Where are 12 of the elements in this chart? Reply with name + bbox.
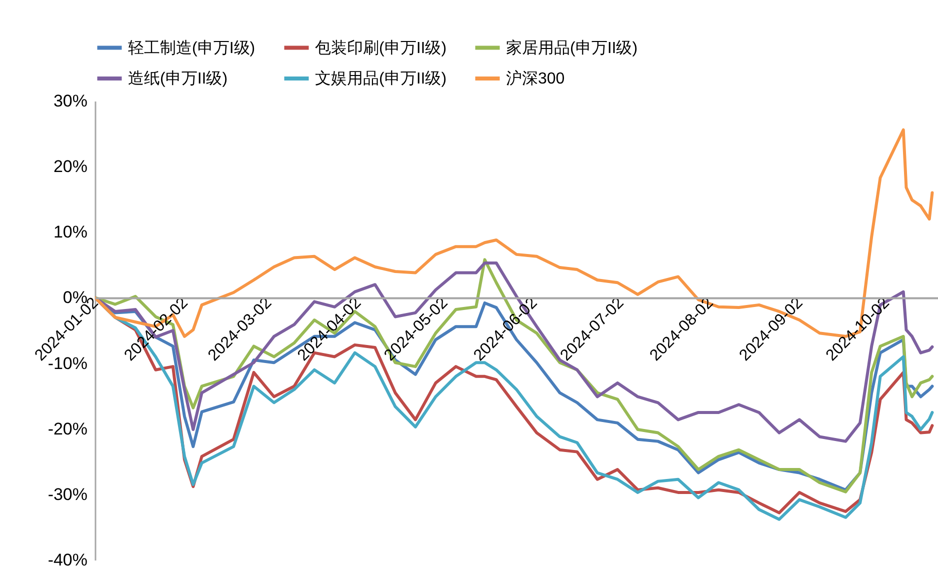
legend-label: 造纸(申万II级) [128, 70, 228, 88]
legend-label: 沪深300 [506, 70, 565, 88]
y-tick-label: 30% [53, 92, 88, 110]
y-tick-label: -30% [48, 484, 88, 504]
legend-label: 包装印刷(申万II级) [315, 38, 447, 57]
y-tick-label: -40% [48, 550, 88, 569]
y-tick-label: 20% [53, 157, 88, 176]
legend-label: 轻工制造(申万I级) [128, 38, 256, 57]
legend-label: 文娱用品(申万II级) [315, 70, 447, 88]
y-tick-label: -20% [48, 419, 88, 438]
y-tick-label: 10% [53, 222, 88, 242]
legend-label: 家居用品(申万II级) [506, 38, 638, 57]
